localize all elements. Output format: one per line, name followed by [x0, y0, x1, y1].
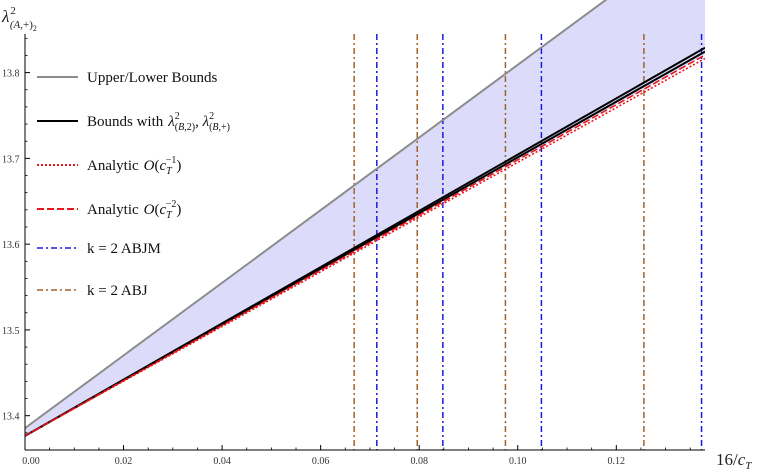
y-axis-ticks: 13.4 13.5 13.6 13.7 13.8: [2, 37, 30, 434]
legend-label-analytic-2: Analytic: [87, 202, 139, 218]
legend-entry-upper-lower: Upper/Lower Bounds: [37, 70, 218, 86]
y-tick-label-3: 13.7: [2, 154, 20, 165]
series-line-3: [25, 57, 705, 437]
x-axis-label: 16/cT: [716, 450, 752, 472]
legend-label-upper-lower: Upper/Lower Bounds: [87, 70, 218, 86]
legend-label-abjm: k = 2 ABJM: [87, 241, 161, 257]
x-tick-label-0: 0.00: [22, 456, 40, 467]
legend-entry-analytic-1: Analytic O(cT−1): [37, 155, 181, 177]
x-tick-label-6: 0.12: [608, 456, 626, 467]
x-tick-label-2: 0.04: [213, 456, 231, 467]
legend-entry-analytic-2: Analytic O(cT−2): [37, 199, 181, 221]
bounds-shaded-region: [25, 0, 705, 436]
series-lines: [25, 0, 705, 437]
legend-label-abj: k = 2 ABJ: [87, 283, 148, 299]
x-axis-ticks: 0.00 0.02 0.04 0.06 0.08 0.10 0.12: [22, 445, 691, 467]
legend-entry-abj: k = 2 ABJ: [37, 283, 148, 299]
y-tick-label-1: 13.5: [2, 326, 20, 337]
series-line-0: [25, 0, 608, 429]
y-axis-label: λ2 (A,+)2: [1, 5, 37, 33]
legend: Upper/Lower Bounds Bounds with λ2 (B,2), λ…: [37, 70, 230, 299]
y-tick-label-2: 13.6: [2, 240, 20, 251]
y-tick-label-4: 13.8: [2, 69, 20, 80]
y-tick-label-0: 13.4: [2, 412, 20, 423]
x-tick-label-4: 0.08: [410, 456, 428, 467]
x-tick-label-1: 0.02: [115, 456, 133, 467]
x-tick-label-3: 0.06: [312, 456, 330, 467]
legend-label-bounds-with: Bounds with: [87, 114, 164, 130]
legend-label-analytic-1: Analytic: [87, 158, 139, 174]
x-tick-label-5: 0.10: [509, 456, 527, 467]
vertical-lines: [353, 34, 703, 450]
legend-entry-abjm: k = 2 ABJM: [37, 241, 161, 257]
legend-entry-bounds-with: Bounds with λ2 (B,2), λ2 (B,+): [37, 111, 230, 133]
